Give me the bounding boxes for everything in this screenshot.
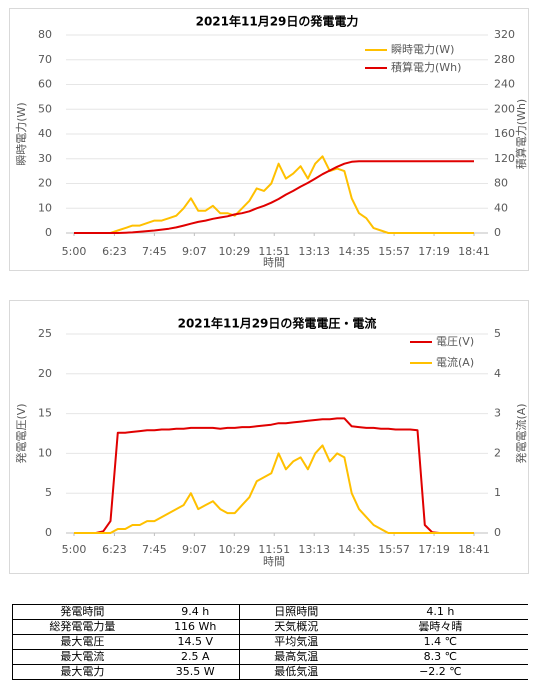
x-tick-label: 14:35 [338,245,370,258]
series-line [74,155,474,234]
y2-tick-label: 40 [494,201,508,214]
x-tick-label: 6:23 [102,543,127,556]
y-tick-label: 0 [45,526,52,539]
y-axis-title: 瞬時電力(W) [15,102,28,165]
table-label: 最大電力 [11,664,152,680]
table-row: 最大電流 2.5 A 最高気温 8.3 ℃ [11,649,528,665]
y-tick-label: 5 [45,486,52,499]
y2-tick-label: 2 [494,446,501,459]
series-line [74,160,474,234]
table-value: 8.3 ℃ [352,649,528,665]
y-tick-label: 30 [38,152,52,165]
y2-tick-label: 0 [494,526,501,539]
y-tick-label: 15 [38,407,52,420]
y-tick-label: 20 [38,367,52,380]
x-tick-label: 6:23 [102,245,127,258]
table-label: 最大電流 [11,649,152,665]
table-label: 最大電圧 [11,634,152,650]
y2-tick-label: 200 [494,102,515,115]
x-tick-label: 17:19 [418,245,450,258]
table-label: 日照時間 [238,604,353,620]
y2-axis-title: 積算電力(Wh) [514,99,528,169]
y2-tick-label: 120 [494,152,515,165]
legend-label: 瞬時電力(W) [391,43,454,56]
table-label: 最低気温 [238,664,353,680]
y-tick-label: 10 [38,446,52,459]
series-line [74,444,474,534]
y-tick-label: 10 [38,201,52,214]
x-tick-label: 11:51 [258,543,290,556]
y-tick-label: 70 [38,53,52,66]
x-tick-label: 18:41 [458,245,490,258]
table-value: 116 Wh [151,619,240,635]
table-value: 14.5 V [151,634,240,650]
y2-tick-label: 280 [494,53,515,66]
y-tick-label: 40 [38,127,52,140]
x-tick-label: 11:51 [258,245,290,258]
y2-tick-label: 0 [494,226,501,239]
table-row: 発電時間 9.4 h 日照時間 4.1 h [11,604,528,620]
y2-tick-label: 80 [494,177,508,190]
table-row: 最大電圧 14.5 V 平均気温 1.4 ℃ [11,634,528,650]
y2-tick-label: 5 [494,327,501,340]
chart-frame [9,8,529,271]
y2-tick-label: 320 [494,28,515,41]
table-row: 最大電力 35.5 W 最低気温 −2.2 ℃ [11,664,528,680]
x-tick-label: 17:19 [418,543,450,556]
y2-tick-label: 3 [494,407,501,420]
table-label: 天気概況 [238,619,353,635]
summary-table: 発電時間 9.4 h 日照時間 4.1 h 総発電電力量 116 Wh 天気概況 曇時々晴 最大… [11,604,528,680]
chart-title: 2021年11月29日の発電電圧・電流 [178,316,377,331]
x-tick-label: 5:00 [62,543,87,556]
table-label: 発電時間 [11,604,152,620]
table-value: 2.5 A [151,649,240,665]
table-label: 最高気温 [238,649,353,665]
y-axis-title: 発電電圧(V) [14,403,28,463]
x-axis-title: 時間 [263,256,285,269]
table-label: 総発電電力量 [11,619,152,635]
x-axis-title: 時間 [263,555,285,568]
y-tick-label: 80 [38,28,52,41]
y2-axis-title: 発電電流(A) [514,403,528,463]
y-tick-label: 20 [38,177,52,190]
x-tick-label: 7:45 [142,543,167,556]
table-value: 1.4 ℃ [352,634,528,650]
charts: 2021年11月29日の発電電力010203040506070800408012… [9,8,529,574]
table-value: 4.1 h [352,604,528,620]
table-value: −2.2 ℃ [352,664,528,680]
x-tick-label: 10:29 [218,245,250,258]
x-tick-label: 9:07 [182,543,207,556]
x-tick-label: 10:29 [218,543,250,556]
chart-frame [9,300,529,574]
y-tick-label: 50 [38,102,52,115]
x-tick-label: 9:07 [182,245,207,258]
chart-title: 2021年11月29日の発電電力 [196,14,359,29]
y2-tick-label: 1 [494,486,501,499]
x-tick-label: 14:35 [338,543,370,556]
x-tick-label: 5:00 [62,245,87,258]
y-tick-label: 0 [45,226,52,239]
table-value: 35.5 W [151,664,240,680]
y2-tick-label: 4 [494,367,501,380]
legend-label: 積算電力(Wh) [391,60,461,74]
y-tick-label: 60 [38,78,52,91]
x-tick-label: 13:13 [298,543,330,556]
series-line [74,417,474,534]
y2-tick-label: 240 [494,78,515,91]
table-label: 平均気温 [238,634,353,650]
legend-label: 電圧(V) [436,335,474,348]
table-row: 総発電電力量 116 Wh 天気概況 曇時々晴 [11,619,528,635]
table-value: 曇時々晴 [352,619,528,635]
x-tick-label: 13:13 [298,245,330,258]
y2-tick-label: 160 [494,127,515,140]
x-tick-label: 7:45 [142,245,167,258]
x-tick-label: 15:57 [378,543,410,556]
legend-label: 電流(A) [436,355,474,369]
x-tick-label: 18:41 [458,543,490,556]
y-tick-label: 25 [38,327,52,340]
x-tick-label: 15:57 [378,245,410,258]
table-value: 9.4 h [151,604,240,620]
